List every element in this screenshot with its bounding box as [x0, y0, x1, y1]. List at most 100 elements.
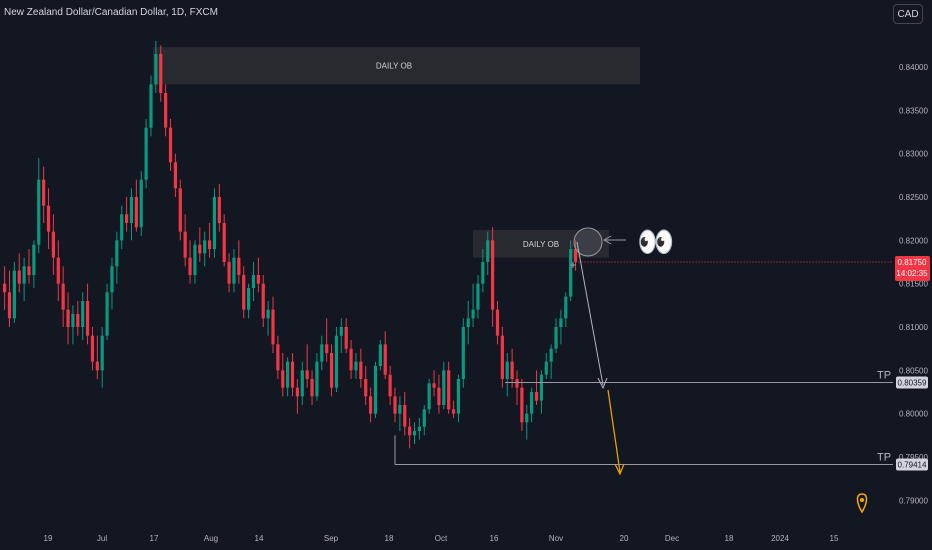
current-price-value: 0.81750 [898, 258, 927, 267]
candle [300, 361, 304, 405]
candle [412, 422, 417, 444]
y-tick-label: 0.80000 [899, 410, 928, 419]
candle-body [100, 335, 104, 371]
candle [110, 257, 114, 310]
candle [349, 340, 353, 379]
candle-body [349, 348, 353, 371]
candle [344, 318, 348, 353]
candle [373, 361, 378, 418]
candle [339, 318, 343, 353]
y-tick-label: 0.83500 [899, 106, 928, 115]
candle [403, 392, 407, 436]
candle [451, 400, 456, 418]
candle-body [276, 344, 280, 371]
location-pin-shape [856, 493, 868, 514]
candle-body [383, 344, 387, 375]
candle [549, 344, 553, 379]
candle [71, 305, 75, 345]
y-tick-label: 0.79000 [899, 496, 928, 505]
candle-body [369, 396, 373, 414]
candle [564, 292, 568, 327]
candle-body [193, 244, 197, 275]
candle-body [159, 54, 163, 93]
x-tick-label: 16 [490, 534, 499, 543]
candle [515, 370, 519, 405]
current-price-countdown: 14:02:35 [896, 269, 928, 278]
down-arrow-2-head [614, 463, 625, 476]
candle-body [481, 262, 485, 284]
candle-body [437, 387, 441, 405]
candle-body [242, 275, 246, 310]
candle-body [247, 288, 251, 310]
tp-price-value: 0.79414 [898, 460, 927, 469]
candle [325, 318, 329, 362]
candle-body [290, 361, 295, 388]
down-arrow-1 [576, 241, 604, 386]
candle-body [344, 327, 348, 349]
candle [17, 253, 21, 293]
x-tick-label: Nov [549, 534, 563, 543]
candle-body [12, 270, 16, 319]
daily-ob-zone [473, 229, 609, 258]
candle [134, 179, 138, 232]
candle [388, 366, 392, 405]
tp-label: TP [877, 370, 891, 382]
candle-body [564, 296, 568, 319]
candle [539, 370, 543, 414]
candle [81, 292, 85, 340]
candle-body [329, 353, 334, 388]
candle-body [232, 257, 236, 284]
candle-body [315, 361, 319, 397]
candle [139, 171, 143, 236]
candle-body [432, 383, 436, 388]
candle [173, 153, 177, 197]
candle [46, 188, 51, 249]
candle-body [178, 188, 182, 232]
candle-body [539, 374, 543, 401]
candle [261, 275, 265, 327]
candle [525, 405, 529, 440]
candle-body [281, 370, 285, 388]
candle-body [22, 266, 26, 284]
candlestick-series [3, 41, 578, 449]
candle-body [486, 240, 490, 262]
candle [378, 340, 382, 371]
tp-price-badge [896, 458, 928, 471]
candle-body [305, 370, 309, 379]
candle [217, 184, 221, 232]
candle-body [261, 283, 265, 319]
candle-body [534, 392, 539, 401]
candle [22, 257, 26, 301]
x-tick-label: Dec [665, 534, 679, 543]
candle-body [168, 127, 173, 163]
candle-body [515, 379, 519, 388]
candle [149, 75, 153, 137]
candle [329, 344, 334, 397]
time-axis[interactable]: 19 Jul 17 Aug 14 Sep 18 Oct 16 Nov 20 Dec 18 2024 15 [44, 534, 839, 543]
candle [56, 240, 60, 301]
candle-body [110, 266, 114, 293]
candle-body [373, 366, 378, 414]
candle-body [461, 327, 465, 379]
candle-body [222, 223, 226, 262]
candle-body [188, 257, 192, 275]
symbol-title[interactable]: New Zealand Dollar/Canadian Dollar, 1D, … [4, 7, 218, 18]
candle [569, 240, 573, 301]
y-tick-label: 0.82500 [899, 193, 928, 202]
candle-body [90, 335, 95, 362]
candle-body [491, 240, 495, 310]
annotations: TP TP 👀 [394, 226, 893, 514]
candle-body [573, 249, 578, 262]
candle-body [393, 396, 397, 414]
price-axis[interactable]: 0.84000 0.83500 0.83000 0.82500 0.82000 0.815… [895, 63, 930, 505]
y-tick-label: 0.81000 [899, 323, 928, 332]
candle [422, 405, 426, 436]
candle [42, 166, 46, 223]
candle [286, 357, 290, 397]
currency-button[interactable]: CAD [893, 4, 923, 24]
candle-body [354, 361, 358, 371]
candle [66, 292, 70, 345]
location-pin-icon [856, 493, 868, 514]
candle-body [510, 361, 514, 379]
